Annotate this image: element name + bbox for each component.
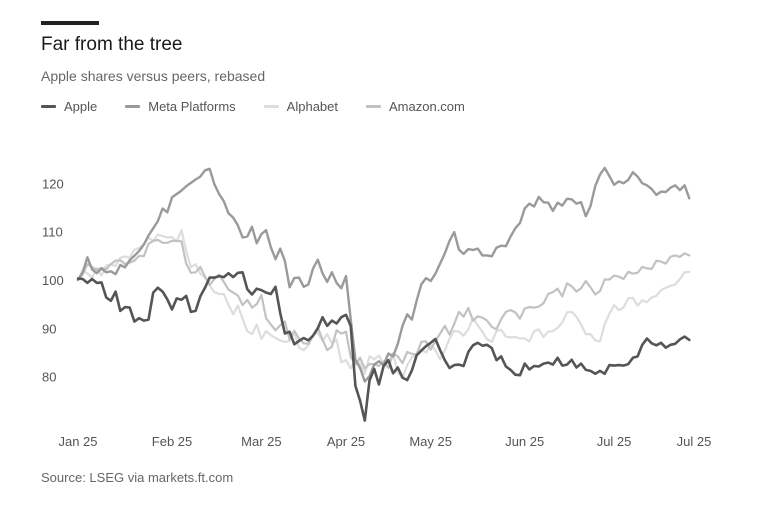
chart-subtitle: Apple shares versus peers, rebased xyxy=(41,68,266,84)
y-tick-label: 120 xyxy=(42,176,64,191)
legend-label-apple: Apple xyxy=(64,99,98,114)
legend-item-meta: Meta Platforms xyxy=(125,99,236,114)
legend-swatch-alphabet xyxy=(263,105,279,108)
x-tick-label: Mar 25 xyxy=(241,434,281,449)
legend-swatch-meta xyxy=(125,105,141,108)
legend-label-meta: Meta Platforms xyxy=(148,99,236,114)
x-tick-label: Feb 25 xyxy=(152,434,192,449)
series-line-meta-platforms xyxy=(76,166,691,383)
y-tick-label: 80 xyxy=(42,370,56,385)
legend-swatch-amazon xyxy=(366,105,381,108)
title-accent-bar xyxy=(41,21,99,25)
legend: Apple Meta Platforms Alphabet Amazon.com xyxy=(41,99,493,114)
source-note: Source: LSEG via markets.ft.com xyxy=(41,470,234,485)
chart-title: Far from the tree xyxy=(41,34,183,55)
legend-item-amazon: Amazon.com xyxy=(366,99,465,114)
x-tick-label: Jun 25 xyxy=(505,434,544,449)
x-tick-label: Jan 25 xyxy=(58,434,97,449)
series-line-amazon-com xyxy=(76,238,691,370)
legend-item-alphabet: Alphabet xyxy=(263,99,338,114)
y-tick-label: 100 xyxy=(42,273,64,288)
x-tick-label: May 25 xyxy=(409,434,452,449)
legend-label-alphabet: Alphabet xyxy=(286,99,338,114)
legend-label-amazon: Amazon.com xyxy=(389,99,465,114)
x-tick-label: Jul 25 xyxy=(677,434,712,449)
legend-swatch-apple xyxy=(41,105,56,108)
legend-item-apple: Apple xyxy=(41,99,97,114)
x-tick-label: Jul 25 xyxy=(597,434,632,449)
y-tick-label: 110 xyxy=(42,225,63,240)
y-tick-label: 90 xyxy=(42,321,56,336)
x-tick-label: Apr 25 xyxy=(327,434,365,449)
series-line-apple xyxy=(76,271,691,422)
